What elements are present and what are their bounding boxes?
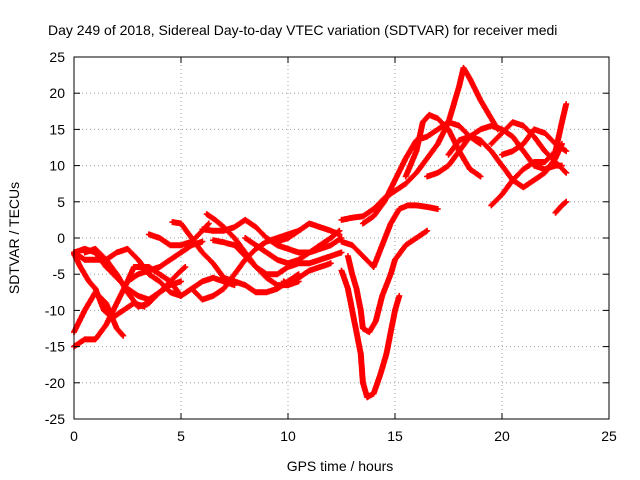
data-point-markers bbox=[242, 227, 343, 267]
y-tick-label: 15 bbox=[49, 121, 65, 137]
series-arc13 bbox=[242, 227, 343, 267]
data-point-markers bbox=[210, 237, 345, 278]
y-axis-label: SDTVAR / TECUs bbox=[6, 182, 22, 294]
series-arc19 bbox=[338, 267, 403, 401]
data-point-markers bbox=[344, 227, 431, 336]
series-arc16 bbox=[280, 260, 334, 289]
axis-ticks bbox=[73, 56, 610, 420]
series-arc20 bbox=[338, 202, 441, 270]
data-point-markers bbox=[274, 220, 343, 245]
y-tick-labels: -25 -20 -15 -10 -5 0 5 10 15 20 25 bbox=[45, 49, 65, 427]
x-tick-label: 5 bbox=[177, 428, 185, 444]
y-tick-label: -15 bbox=[45, 339, 65, 355]
x-tick-labels: 0 5 10 15 20 25 bbox=[70, 428, 617, 444]
x-axis-label: GPS time / hours bbox=[287, 458, 394, 474]
data-point-markers bbox=[488, 101, 570, 209]
series-arc28 bbox=[552, 198, 570, 216]
x-tick-label: 25 bbox=[601, 428, 617, 444]
series-arc14 bbox=[210, 237, 345, 278]
y-tick-label: -25 bbox=[45, 411, 65, 427]
series-arc15 bbox=[274, 220, 343, 245]
data-point-markers bbox=[552, 198, 570, 216]
data-points bbox=[71, 64, 570, 401]
data-point-markers bbox=[338, 202, 441, 270]
x-tick-label: 15 bbox=[387, 428, 403, 444]
y-tick-label: 25 bbox=[49, 49, 65, 65]
y-tick-label: 20 bbox=[49, 85, 65, 101]
y-tick-label: 5 bbox=[57, 194, 65, 210]
series-arc18 bbox=[344, 227, 431, 336]
x-tick-label: 10 bbox=[280, 428, 296, 444]
y-tick-label: 0 bbox=[57, 230, 65, 246]
chart-title: Day 249 of 2018, Sidereal Day-to-day VTE… bbox=[48, 22, 557, 38]
x-tick-label: 0 bbox=[70, 428, 78, 444]
series-arc06 bbox=[81, 245, 184, 310]
series-arc27 bbox=[488, 101, 570, 209]
y-tick-label: -5 bbox=[53, 266, 66, 282]
data-point-markers bbox=[338, 267, 403, 401]
data-point-markers bbox=[280, 260, 334, 289]
data-point-markers bbox=[81, 245, 184, 310]
y-tick-label: -20 bbox=[45, 375, 65, 391]
x-tick-label: 20 bbox=[494, 428, 510, 444]
y-tick-label: -10 bbox=[45, 302, 65, 318]
y-tick-label: 10 bbox=[49, 158, 65, 174]
